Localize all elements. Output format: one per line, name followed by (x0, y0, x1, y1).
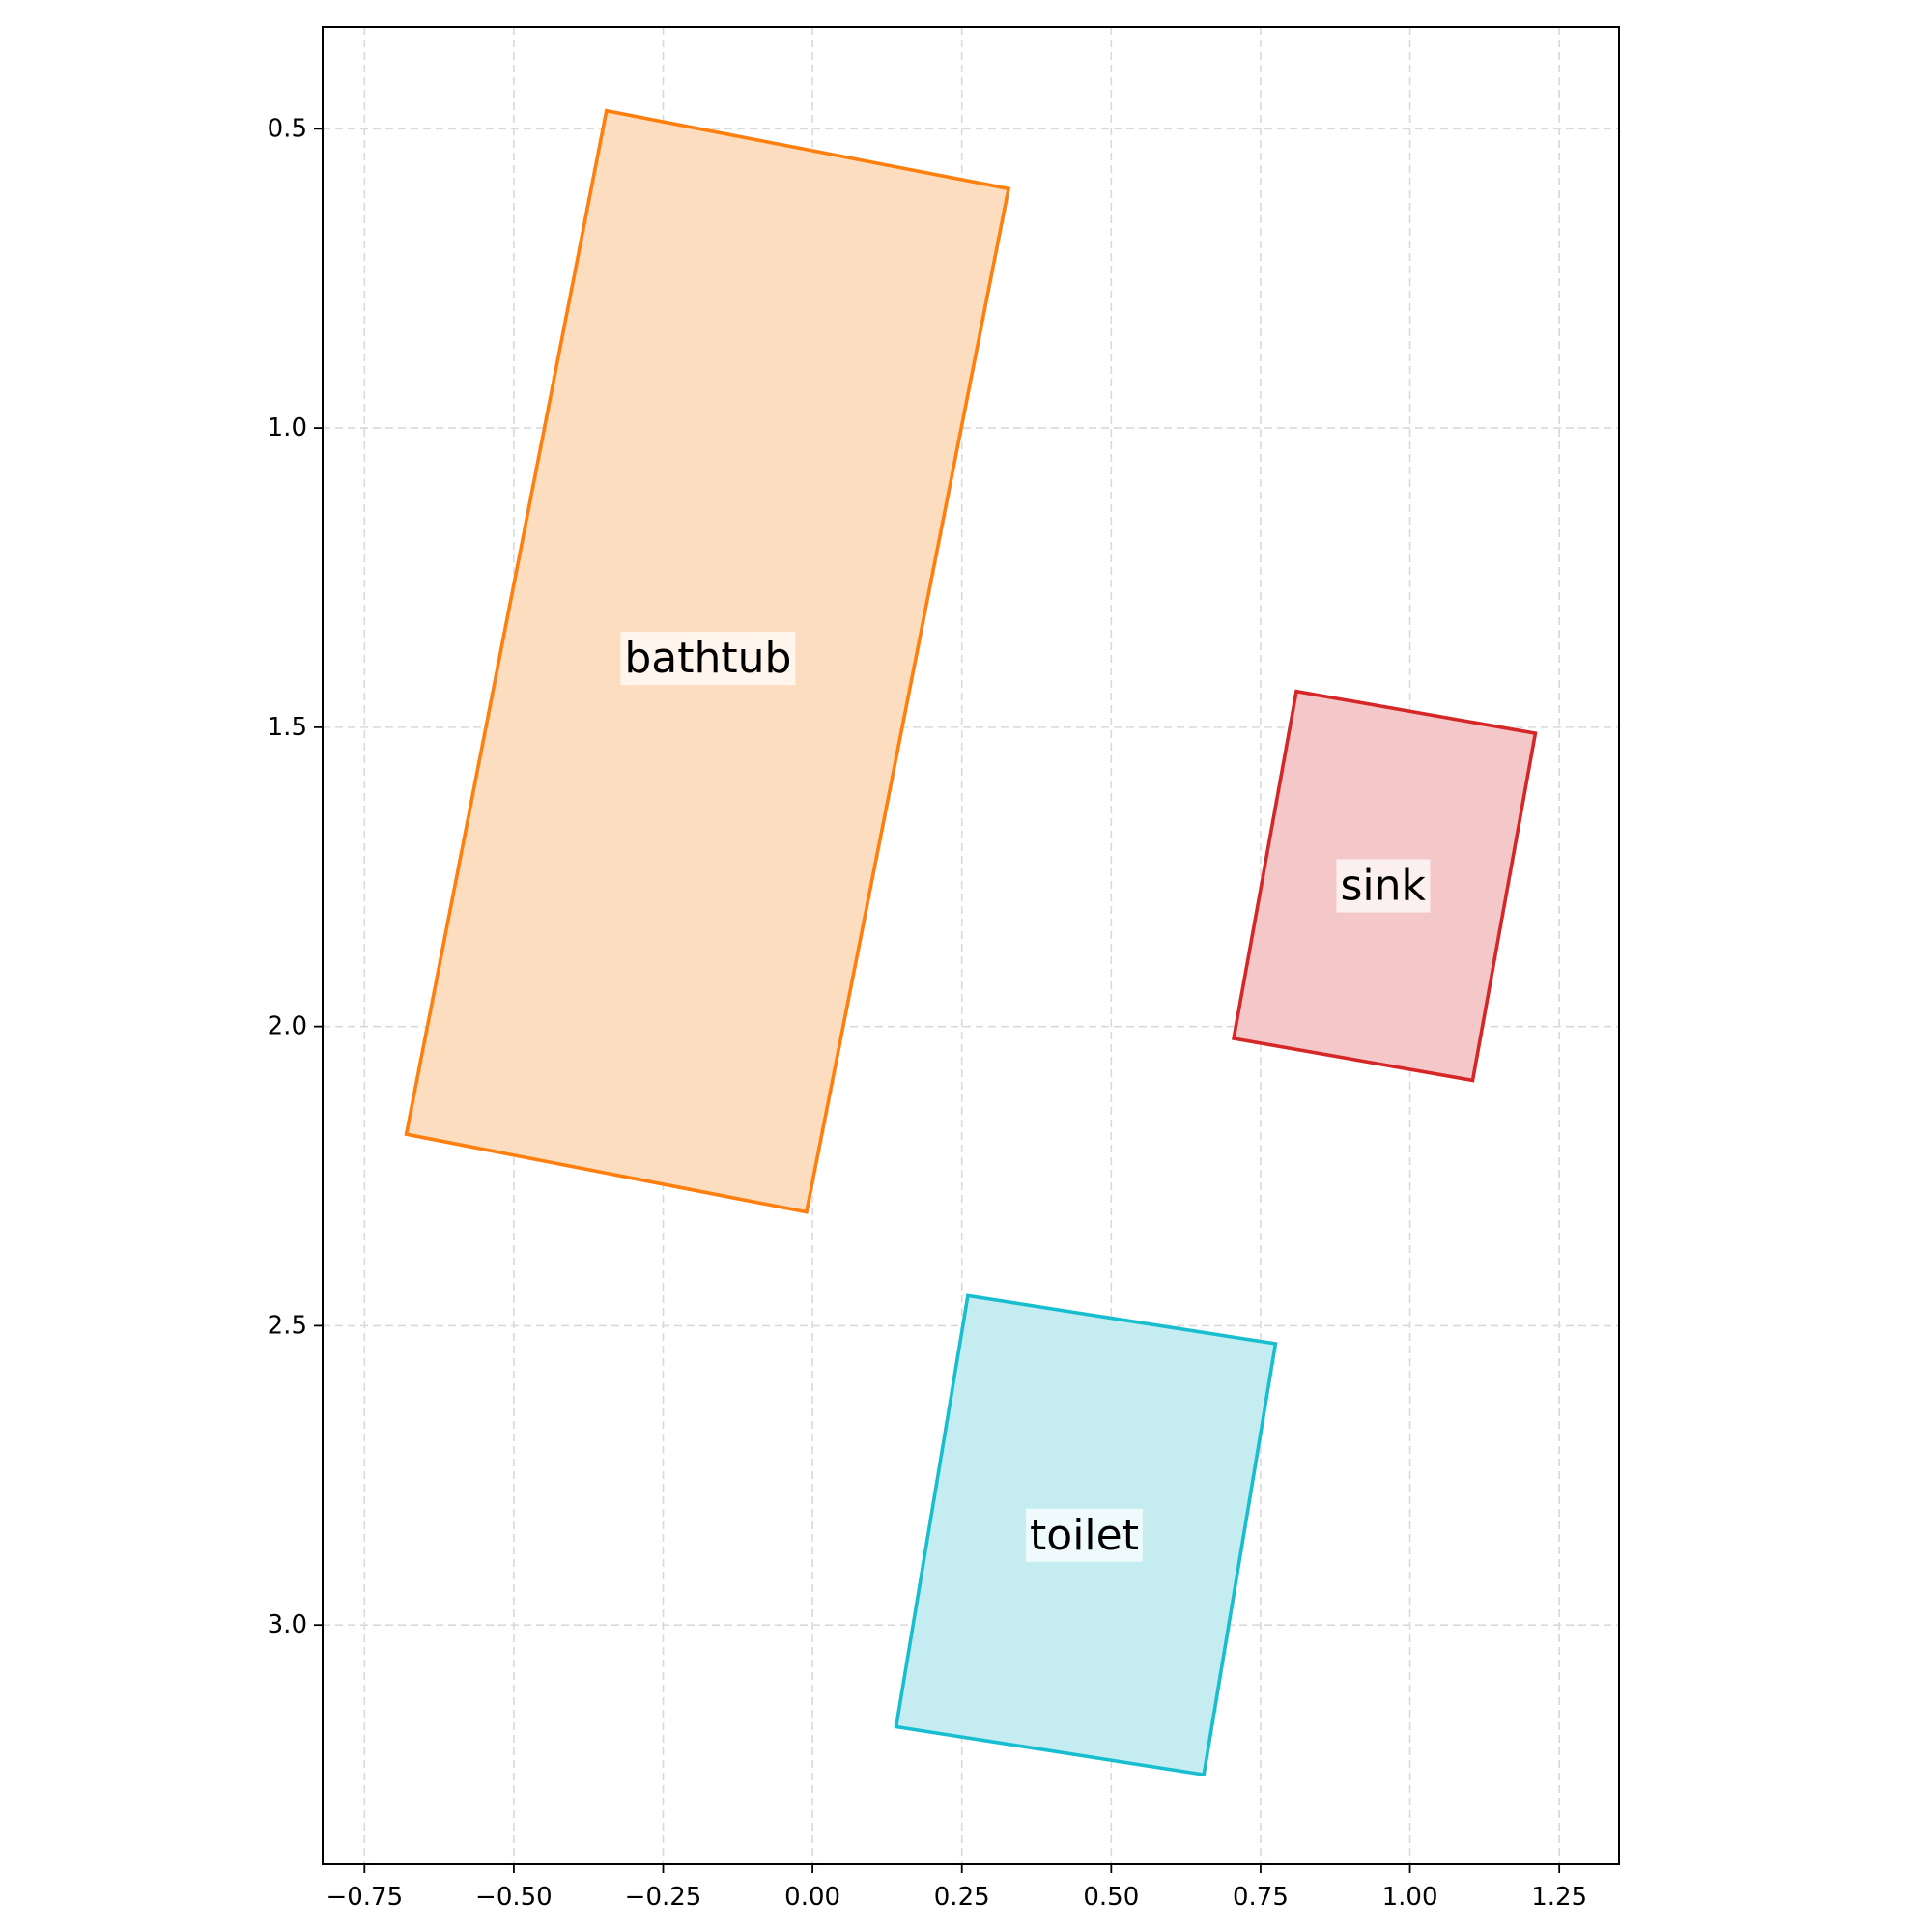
x-tick-label: 1.25 (1531, 1883, 1587, 1912)
sink-label-group: sink (1336, 859, 1431, 913)
y-tick-label: 3.0 (268, 1610, 307, 1639)
bathtub-label: bathtub (624, 634, 791, 683)
sink-label: sink (1340, 862, 1426, 911)
sink-label-background (1336, 859, 1431, 913)
y-tick-label: 2.5 (268, 1311, 307, 1340)
object-polygons (404, 108, 1538, 1777)
axes-frame (322, 26, 1620, 1865)
x-tick-label: 0.25 (934, 1883, 990, 1912)
x-tick-label: 0.00 (784, 1883, 840, 1912)
bathtub-label-background (620, 632, 796, 686)
x-tick-label: −0.75 (326, 1883, 403, 1912)
y-tick-label: 1.0 (268, 413, 307, 442)
toilet-label-group: toilet (1026, 1508, 1143, 1562)
toilet-label-background (1026, 1508, 1143, 1562)
x-tick-label: −0.25 (625, 1883, 702, 1912)
x-tick-label: −0.50 (475, 1883, 553, 1912)
y-tick-label: 1.5 (268, 713, 307, 742)
x-tick-label: 0.75 (1233, 1883, 1289, 1912)
x-axis: −0.75 −0.50 −0.25 0.00 0.25 0.50 0.75 1.00 1.25 (326, 1864, 1587, 1912)
x-tick-label: 0.50 (1083, 1883, 1139, 1912)
x-tick-label: 1.00 (1382, 1883, 1438, 1912)
bathtub-label-group: bathtub (620, 632, 796, 686)
object-labels: bathtub sink toilet (620, 632, 1431, 1562)
y-axis: 0.5 1.0 1.5 2.0 2.5 3.0 (268, 114, 323, 1639)
y-tick-label: 0.5 (268, 114, 307, 143)
y-tick-label: 2.0 (268, 1012, 307, 1041)
toilet-label: toilet (1030, 1511, 1139, 1560)
